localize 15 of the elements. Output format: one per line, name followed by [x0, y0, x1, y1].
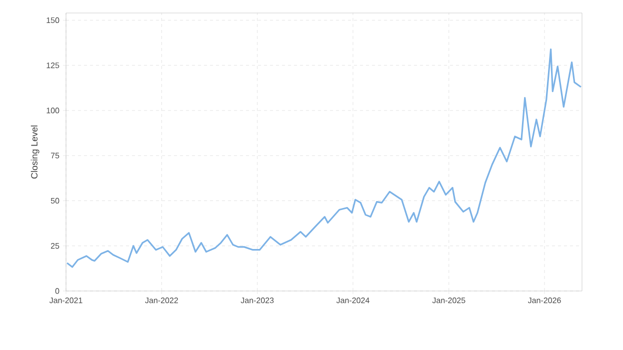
- y-tick-label: 0: [55, 288, 60, 294]
- x-tick-label: Jan-2025: [432, 298, 466, 304]
- y-tick-label: 100: [46, 108, 60, 114]
- x-tick-label: Jan-2026: [528, 298, 561, 304]
- x-tick-label: Jan-2021: [49, 298, 82, 304]
- x-tick-label: Jan-2022: [145, 298, 178, 304]
- y-tick-label: 150: [46, 17, 60, 24]
- x-tick-label: Jan-2023: [240, 298, 274, 304]
- y-tick-label: 50: [50, 198, 60, 204]
- line-series: [66, 48, 582, 268]
- y-tick-label: 25: [50, 243, 60, 249]
- x-tick-label: Jan-2024: [336, 298, 370, 304]
- y-tick-label: 125: [46, 62, 60, 68]
- y-tick-label: 75: [50, 152, 60, 158]
- y-axis-title: Closing Level: [30, 126, 40, 179]
